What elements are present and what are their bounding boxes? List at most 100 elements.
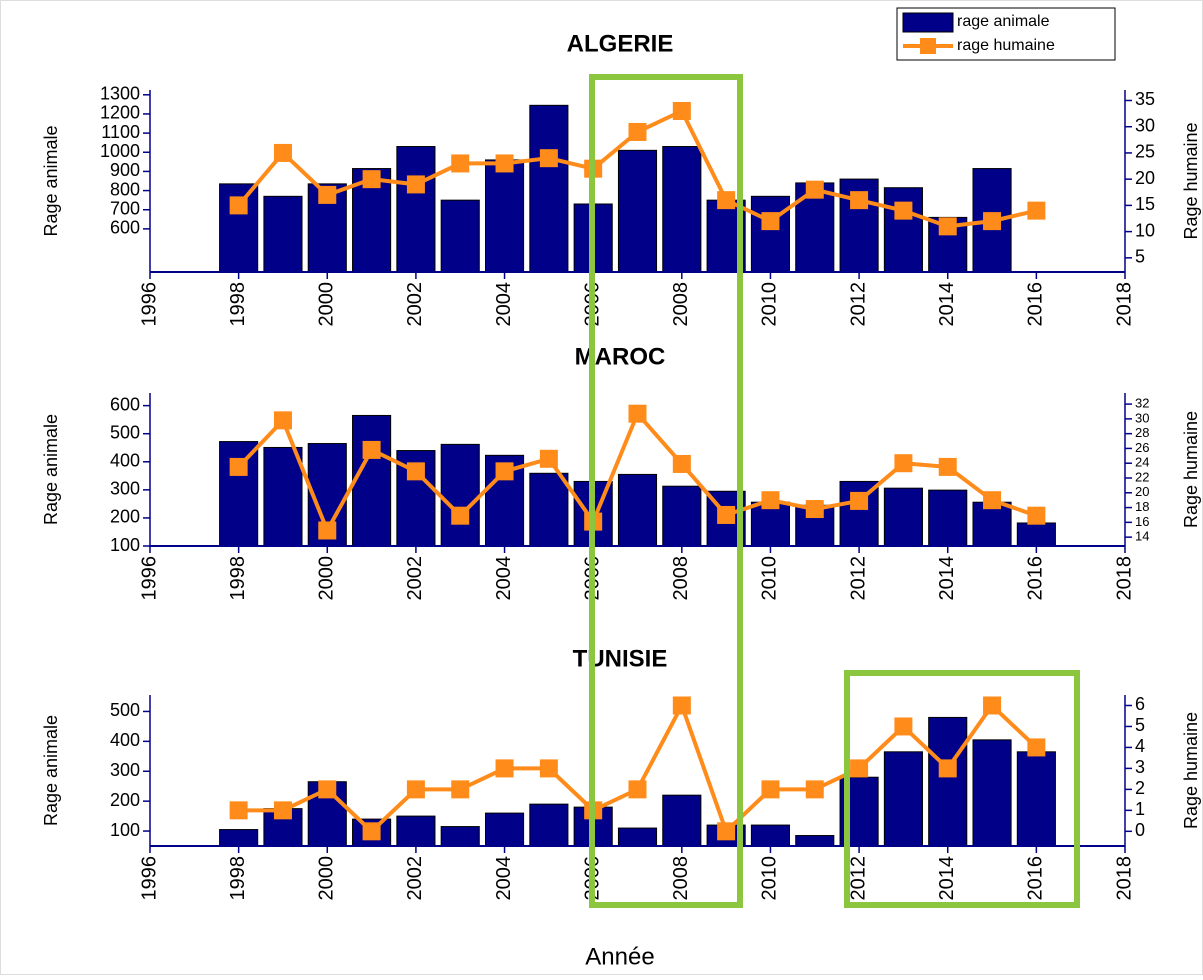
bar: [662, 485, 702, 547]
x-tick-label: 2000: [316, 556, 338, 601]
line-marker: [451, 780, 470, 799]
line-marker: [850, 191, 869, 210]
line-marker: [628, 122, 647, 141]
y2-tick-label: 28: [1135, 425, 1149, 440]
line-marker: [273, 801, 292, 820]
highlight-box: [589, 74, 743, 908]
line-marker: [273, 411, 292, 430]
x-tick-label: 2004: [493, 282, 515, 327]
legend-label: rage animale: [957, 13, 1050, 30]
x-tick-label: 2010: [759, 856, 781, 901]
bar: [1016, 751, 1056, 847]
legend-label: rage humaine: [957, 37, 1055, 54]
line-marker: [761, 780, 780, 799]
x-tick-label: 2010: [759, 282, 781, 327]
bar: [440, 826, 480, 847]
line-marker: [672, 454, 691, 473]
y2-axis-label: Rage humaine: [1181, 122, 1201, 239]
line-marker: [451, 154, 470, 173]
y-tick-label: 500: [110, 700, 140, 720]
bar: [529, 104, 569, 273]
legend: rage animale rage humaine: [896, 7, 1116, 61]
x-tick-label: 2004: [493, 856, 515, 901]
y2-tick-label: 14: [1135, 529, 1149, 544]
y-tick-label: 100: [110, 820, 140, 840]
y-tick-label: 300: [110, 760, 140, 780]
bar: [484, 159, 525, 273]
x-tick-label: 2000: [316, 856, 338, 901]
y-tick-label: 700: [110, 198, 140, 218]
y-tick-label: 1000: [100, 141, 140, 161]
line-marker: [362, 170, 381, 189]
x-tick-label: 2012: [847, 556, 869, 601]
bar: [396, 815, 436, 847]
bar: [529, 803, 569, 847]
y2-tick-label: 3: [1135, 757, 1145, 777]
line-marker: [273, 143, 292, 162]
x-tick-label: 2016: [1025, 856, 1047, 901]
x-tick-label: 2008: [670, 556, 692, 601]
line-marker: [938, 759, 957, 778]
x-tick-label: 2014: [936, 556, 958, 601]
line-marker: [850, 759, 869, 778]
line-marker: [1027, 506, 1046, 525]
bar: [750, 195, 791, 273]
x-tick-label: 2016: [1025, 556, 1047, 601]
bar: [883, 187, 923, 273]
line-marker: [717, 191, 736, 210]
line-marker: [539, 149, 558, 168]
y2-tick-label: 22: [1135, 469, 1149, 484]
panel-title: TUNISIE: [573, 645, 668, 672]
bar: [928, 716, 968, 847]
y2-tick-label: 5: [1135, 715, 1145, 735]
y-tick-label: 800: [110, 179, 140, 199]
bar: [972, 501, 1012, 547]
bar: [617, 827, 658, 847]
line-marker: [495, 759, 514, 778]
y2-tick-label: 1: [1135, 799, 1145, 819]
line-marker: [406, 175, 425, 194]
bar: [484, 812, 525, 847]
y-tick-label: 1200: [100, 103, 140, 123]
y-tick-label: 600: [110, 218, 140, 238]
bar: [617, 149, 658, 273]
line-marker: [406, 780, 425, 799]
line-marker: [805, 500, 824, 519]
x-tick-label: 1998: [227, 282, 249, 327]
y2-axis-label: Rage humaine: [1181, 712, 1201, 829]
y2-tick-label: 4: [1135, 736, 1145, 756]
line-marker: [938, 457, 957, 476]
line-marker: [761, 491, 780, 510]
y2-tick-label: 18: [1135, 499, 1149, 514]
bar: [617, 473, 658, 547]
line-marker: [229, 457, 248, 476]
x-tick-label: 1996: [138, 856, 160, 901]
y2-tick-label: 35: [1135, 89, 1155, 109]
line-marker: [495, 462, 514, 481]
line-marker: [672, 696, 691, 715]
y2-tick-label: 24: [1135, 455, 1149, 470]
x-tick-label: 2018: [1113, 556, 1135, 601]
bar: [440, 443, 480, 547]
line-marker: [318, 185, 337, 204]
x-tick-label: 1998: [227, 556, 249, 601]
y2-tick-label: 20: [1135, 484, 1149, 499]
line-marker: [1027, 738, 1046, 757]
bar: [972, 739, 1012, 847]
y-tick-label: 400: [110, 451, 140, 471]
line-marker: [894, 717, 913, 736]
legend-marker: [920, 38, 936, 54]
bar: [928, 489, 968, 547]
x-tick-label: 2012: [847, 856, 869, 901]
line-marker: [406, 462, 425, 481]
x-tick-label: 2008: [670, 282, 692, 327]
bar: [795, 835, 835, 847]
y2-tick-label: 6: [1135, 694, 1145, 714]
y2-tick-label: 5: [1135, 247, 1145, 267]
line-marker: [983, 212, 1002, 231]
line-marker: [672, 101, 691, 120]
x-tick-label: 2002: [404, 556, 426, 601]
y-axis-label: Rage animale: [41, 125, 61, 236]
bar: [352, 414, 392, 547]
line-marker: [983, 696, 1002, 715]
